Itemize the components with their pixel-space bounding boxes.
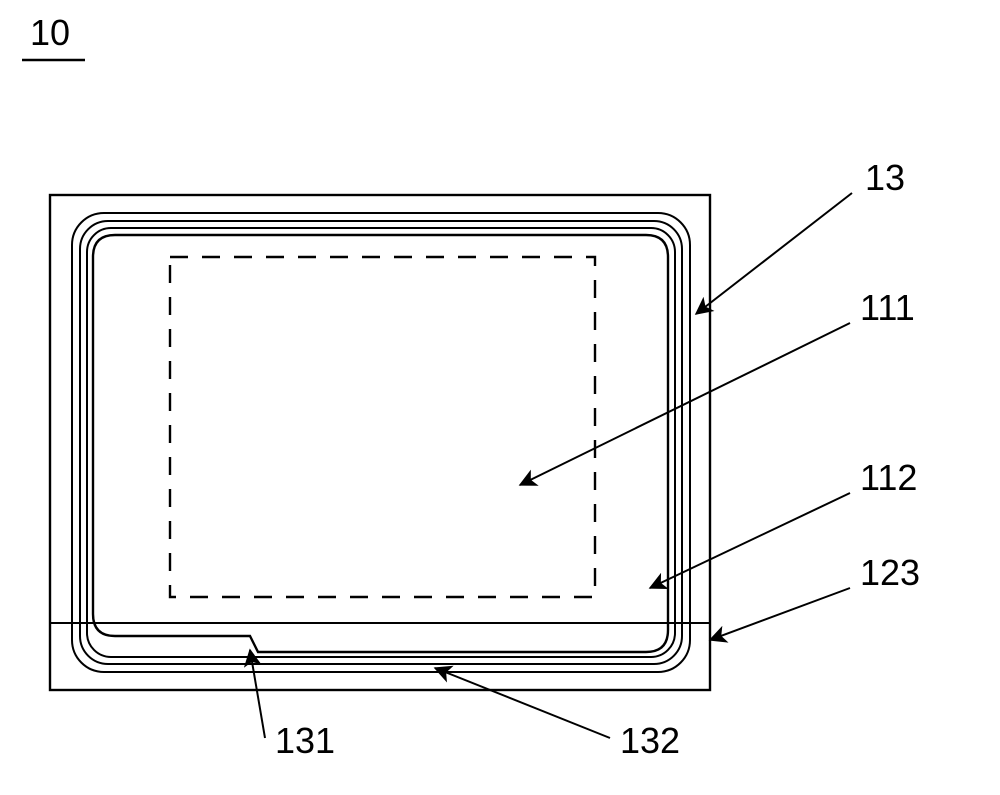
leader-line-111	[520, 323, 850, 485]
dashed-region	[170, 257, 595, 597]
inner-notched-border	[93, 235, 668, 652]
label-131: 131	[275, 720, 335, 761]
rounded-border-1	[72, 213, 690, 672]
leader-line-13	[696, 193, 852, 314]
outer-rect	[50, 195, 710, 690]
label-132: 132	[620, 720, 680, 761]
leader-line-123	[710, 588, 850, 640]
leader-line-112	[650, 493, 850, 588]
label-123: 123	[860, 552, 920, 593]
label-111: 111	[860, 287, 915, 328]
leader-line-132	[435, 668, 610, 738]
label-13: 13	[865, 157, 905, 198]
rounded-border-3	[87, 228, 675, 657]
label-112: 112	[860, 457, 917, 498]
figure-number: 10	[30, 12, 70, 53]
diagram-canvas: 10 13 111 112 123 132 131	[0, 0, 1000, 795]
